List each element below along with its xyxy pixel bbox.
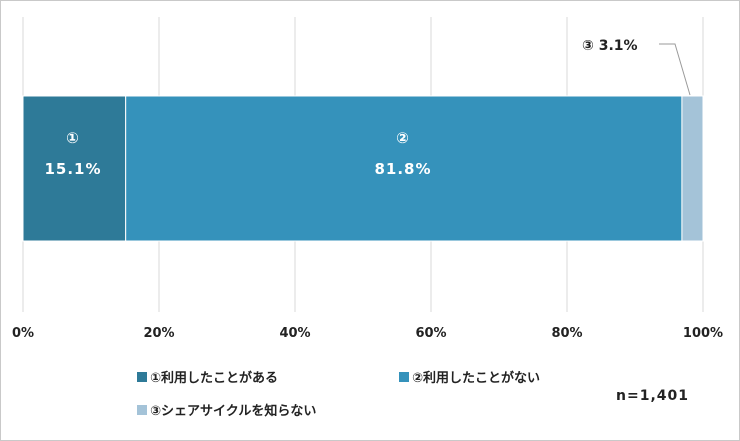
- x-tick-label: 20%: [143, 326, 174, 341]
- legend-label-2: ②利用したことがない: [412, 370, 540, 386]
- bar-segment-3: [681, 95, 704, 242]
- legend-swatch-3: [137, 405, 147, 415]
- x-tick-label: 0%: [12, 326, 34, 341]
- segment-1-number-label: ①: [66, 129, 80, 147]
- bar-segment-2: [125, 95, 683, 242]
- sample-size-note: n=1,401: [616, 388, 689, 404]
- bar-segments: [22, 95, 704, 242]
- segment-1-value-label: 15.1%: [44, 160, 101, 178]
- x-tick-label: 60%: [415, 326, 446, 341]
- x-axis-ticks: 0% 20% 40% 60% 80% 100%: [12, 326, 723, 341]
- legend-label-1: ①利用したことがある: [150, 370, 278, 386]
- segment-2-value-label: 81.8%: [374, 160, 431, 178]
- legend-swatch-2: [399, 372, 409, 382]
- legend-label-3: ③シェアサイクルを知らない: [150, 403, 316, 419]
- segment-3-leader-line: [659, 43, 691, 96]
- x-tick-label: 80%: [551, 326, 582, 341]
- legend-swatch-1: [137, 372, 147, 382]
- x-tick-label: 40%: [279, 326, 310, 341]
- segment-2-number-label: ②: [396, 129, 410, 147]
- x-tick-label: 100%: [683, 326, 723, 341]
- segment-3-callout-label: ③ 3.1%: [582, 38, 638, 54]
